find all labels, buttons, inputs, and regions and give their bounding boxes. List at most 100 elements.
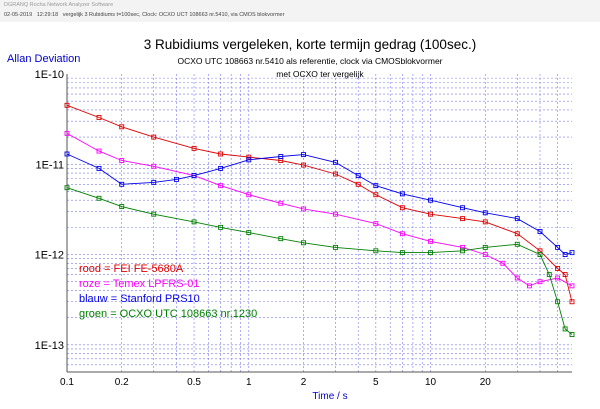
- series-1: [64, 130, 575, 289]
- y-tick-labels: 1E-10 1E-11 1E-12 1E-13: [35, 69, 64, 352]
- data-point: [562, 326, 568, 332]
- data-point: [333, 159, 338, 165]
- data-point: [119, 158, 125, 163]
- data-point: [64, 102, 70, 108]
- data-point: [482, 219, 488, 225]
- legend: rood = FEI FE-5680A roze = Temex LPFRS-01…: [79, 263, 257, 320]
- header-info-line: 02-05-2019 12:29:18 vergelijk 3 Rubidium…: [4, 12, 284, 18]
- app-header: DGRANQ Rocha Network Analyzer Software 0…: [0, 0, 600, 22]
- data-point: [555, 244, 561, 250]
- data-point: [96, 115, 102, 120]
- series-line: [66, 187, 573, 335]
- data-point: [333, 244, 338, 250]
- x-tick-label: 0.2: [115, 377, 129, 388]
- data-point: [569, 332, 575, 337]
- y-tick-label: 1E-11: [35, 159, 64, 171]
- x-axis-label: Time / s: [312, 391, 347, 402]
- series-2: [64, 151, 575, 257]
- data-point: [151, 211, 157, 217]
- data-point: [119, 204, 125, 210]
- data-point: [96, 195, 102, 201]
- data-point: [399, 231, 405, 237]
- data-point: [191, 173, 197, 179]
- data-point: [555, 275, 561, 281]
- data-point: [246, 157, 252, 163]
- data-point: [96, 148, 102, 154]
- data-point: [569, 283, 575, 289]
- data-point: [482, 244, 488, 250]
- plot-frame: [66, 74, 572, 373]
- data-point: [460, 205, 466, 211]
- series-line: [66, 153, 573, 256]
- data-point: [460, 216, 466, 222]
- legend-entry: roze = Temex LPFRS-01: [79, 278, 200, 290]
- chart-subtitle-1: OCXO UTC 108663 nr.5410 als referentie, …: [177, 56, 442, 66]
- data-point: [482, 210, 488, 216]
- series-3: [64, 185, 575, 337]
- data-point: [355, 181, 361, 187]
- data-point: [64, 185, 70, 191]
- data-point: [514, 216, 520, 222]
- data-point: [537, 279, 543, 285]
- x-tick-labels: 0.1 0.2 0.5 1 2 5 10 20: [60, 377, 491, 388]
- data-point: [399, 191, 405, 197]
- data-point: [428, 197, 434, 203]
- data-point: [246, 154, 252, 160]
- chart-grid: [67, 74, 572, 372]
- data-point: [333, 171, 338, 177]
- data-point: [562, 272, 568, 278]
- data-point: [119, 181, 125, 187]
- data-point: [218, 183, 224, 189]
- data-point: [460, 248, 466, 254]
- data-point: [399, 250, 405, 256]
- app-name: DGRANQ Rocha Network Analyzer Software: [4, 2, 114, 8]
- data-point: [373, 248, 379, 254]
- data-point: [246, 230, 252, 236]
- data-point: [301, 152, 306, 158]
- data-point: [151, 179, 157, 185]
- data-point: [119, 124, 125, 130]
- x-tick-label: 5: [373, 377, 379, 388]
- y-tick-label: 1E-12: [35, 250, 64, 262]
- data-point: [537, 229, 543, 234]
- data-point: [514, 231, 520, 237]
- series-0: [64, 102, 575, 305]
- data-point: [546, 272, 552, 278]
- header-time: 12:29:18: [36, 12, 59, 18]
- data-series: [64, 102, 575, 337]
- data-point: [218, 165, 224, 171]
- data-point: [151, 163, 157, 169]
- y-axis-label: Allan Deviation: [7, 53, 80, 65]
- data-point: [373, 183, 379, 189]
- data-point: [569, 299, 575, 305]
- x-tick-label: 0.5: [187, 377, 201, 388]
- series-line: [66, 133, 573, 287]
- data-point: [428, 211, 434, 217]
- data-point: [64, 151, 70, 157]
- data-point: [96, 165, 102, 171]
- data-point: [482, 252, 488, 257]
- data-point: [526, 283, 532, 289]
- x-tick-label: 0.1: [60, 377, 74, 388]
- data-point: [278, 154, 284, 159]
- header-date: 02-05-2019: [4, 12, 33, 18]
- y-tick-label: 1E-13: [35, 340, 64, 352]
- data-point: [301, 240, 306, 246]
- data-point: [218, 224, 224, 230]
- data-point: [333, 211, 338, 217]
- data-point: [151, 134, 157, 140]
- header-info: vergelijk 3 Rubidiums t=100sec, Clock: O…: [62, 12, 285, 18]
- x-tick-label: 2: [301, 377, 307, 388]
- data-point: [399, 205, 405, 211]
- data-point: [301, 162, 306, 168]
- legend-entry: groen = OCXO UTC 108663 nr.1230: [79, 308, 257, 320]
- data-point: [278, 236, 284, 242]
- data-point: [373, 192, 379, 198]
- data-point: [355, 173, 361, 179]
- x-tick-label: 10: [425, 377, 437, 388]
- data-point: [191, 219, 197, 225]
- y-tick-label: 1E-10: [35, 69, 64, 81]
- x-tick-label: 1: [246, 377, 252, 388]
- data-point: [514, 241, 520, 247]
